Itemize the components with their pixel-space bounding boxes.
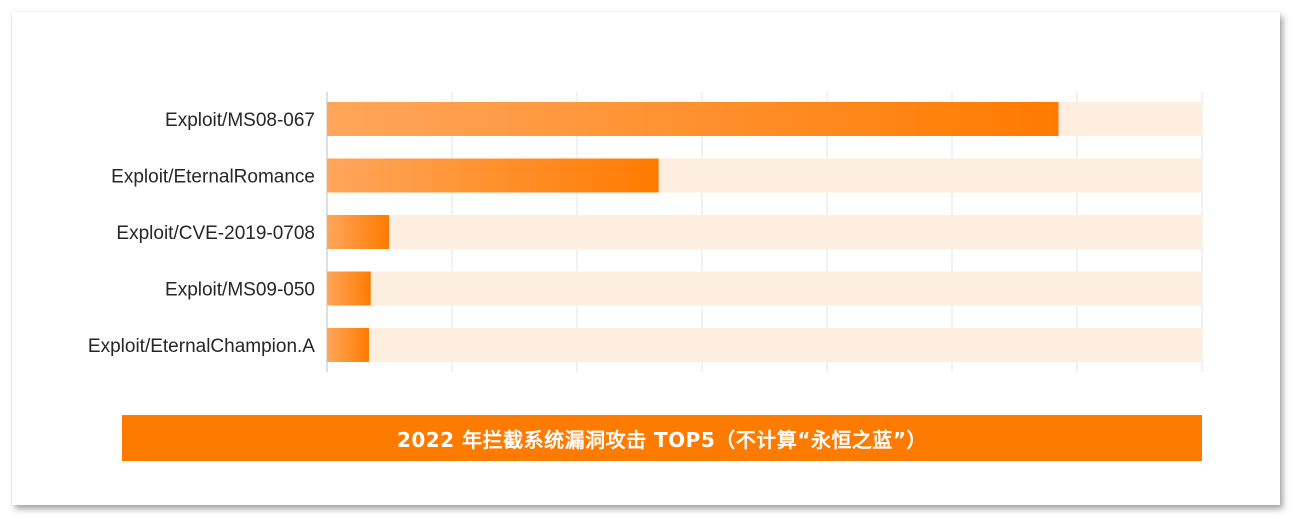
bars [327, 102, 1059, 362]
chart-caption: 2022 年拦截系统漏洞攻击 TOP5（不计算“永恒之蓝”） [122, 415, 1202, 461]
category-label: Exploit/MS08-067 [165, 110, 315, 131]
bar-track [327, 215, 1202, 249]
bar [327, 158, 659, 193]
bar [327, 328, 369, 362]
category-labels: Exploit/MS08-067 Exploit/EternalRomance Ex… [88, 110, 315, 357]
bar-track [327, 271, 1202, 306]
bar [327, 271, 371, 306]
bar [327, 102, 1059, 136]
category-label: Exploit/EternalChampion.A [88, 336, 315, 357]
bar-tracks [327, 102, 1202, 362]
bar [327, 215, 390, 249]
category-label: Exploit/EternalRomance [111, 167, 315, 188]
category-label: Exploit/CVE-2019-0708 [116, 223, 315, 244]
bar-track [327, 328, 1202, 362]
category-label: Exploit/MS09-050 [165, 280, 315, 301]
